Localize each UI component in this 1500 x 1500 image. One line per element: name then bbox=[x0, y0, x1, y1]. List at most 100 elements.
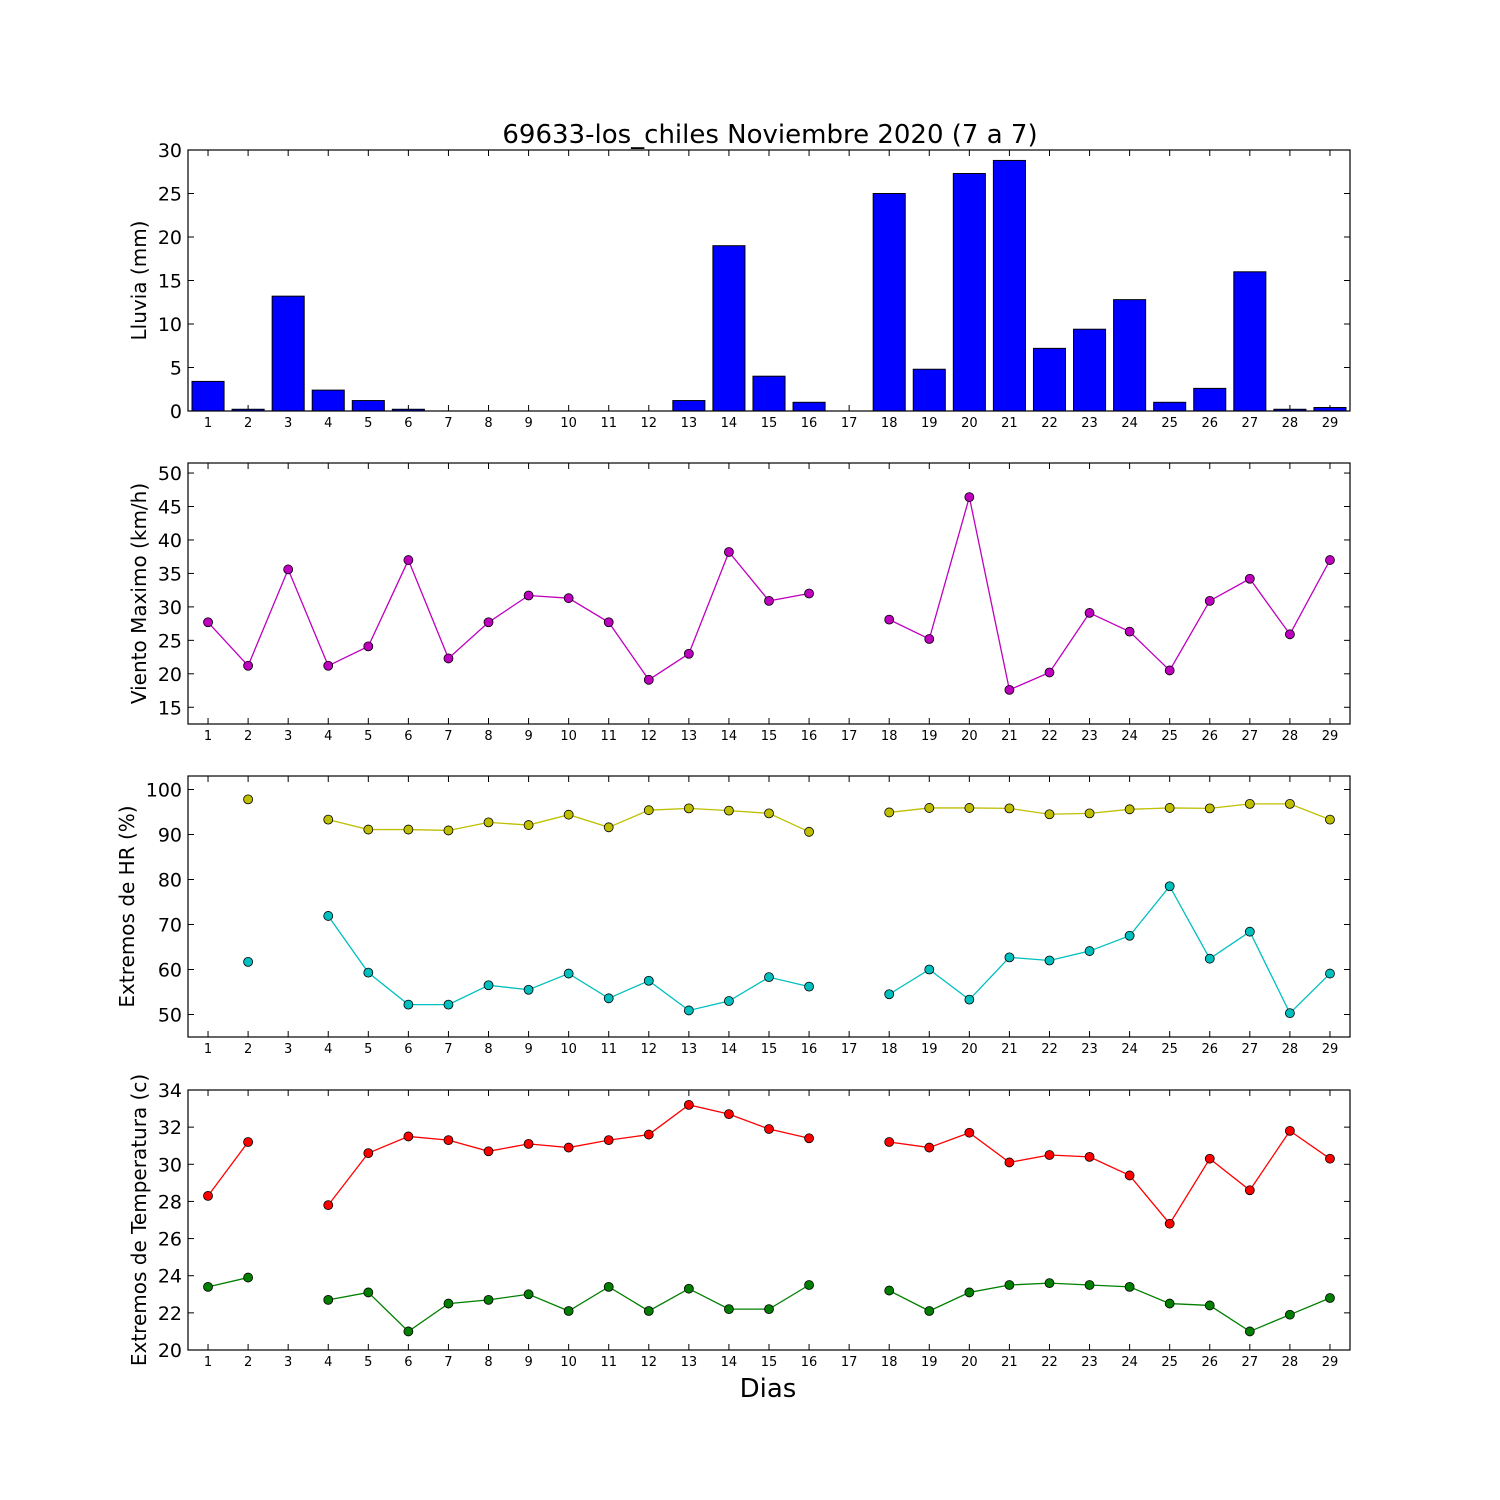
data-point bbox=[363, 1287, 374, 1298]
data-point bbox=[724, 1109, 734, 1120]
x-tick-label: 8 bbox=[484, 729, 492, 744]
x-tick-label: 15 bbox=[761, 416, 778, 431]
x-tick-label: 13 bbox=[681, 1042, 698, 1057]
y-tick-label: 20 bbox=[158, 227, 182, 249]
data-point bbox=[924, 803, 935, 813]
data-point bbox=[363, 824, 374, 835]
data-point bbox=[1084, 946, 1095, 956]
y-tick-label: 15 bbox=[158, 697, 182, 719]
x-tick-label: 11 bbox=[600, 729, 617, 744]
y-tick-label: 10 bbox=[158, 314, 182, 336]
y-tick-label: 5 bbox=[170, 358, 182, 380]
data-point bbox=[523, 590, 534, 601]
data-point bbox=[1244, 573, 1255, 584]
data-point bbox=[403, 824, 414, 835]
bar bbox=[1073, 328, 1107, 412]
x-tick-label: 24 bbox=[1121, 1355, 1138, 1370]
data-point bbox=[1124, 930, 1135, 941]
data-point bbox=[1164, 881, 1175, 892]
bar bbox=[351, 400, 385, 412]
data-point bbox=[1325, 1153, 1335, 1164]
y-tick-label: 50 bbox=[158, 463, 182, 485]
x-tick-label: 17 bbox=[841, 1355, 858, 1370]
data-point bbox=[483, 980, 494, 991]
data-point bbox=[1084, 608, 1095, 618]
data-point bbox=[243, 1272, 254, 1283]
x-tick-label: 19 bbox=[921, 416, 938, 431]
data-point bbox=[483, 617, 494, 628]
x-tick-label: 1 bbox=[204, 1355, 212, 1370]
x-tick-label: 26 bbox=[1201, 729, 1218, 744]
data-point bbox=[243, 956, 254, 967]
data-point bbox=[1124, 1281, 1135, 1292]
y-tick-label: 34 bbox=[158, 1080, 182, 1102]
x-tick-label: 23 bbox=[1081, 729, 1098, 744]
data-point bbox=[443, 999, 454, 1010]
x-tick-label: 2 bbox=[244, 729, 252, 744]
x-tick-label: 6 bbox=[404, 729, 412, 744]
data-point bbox=[1325, 814, 1335, 825]
x-tick-label: 21 bbox=[1001, 1042, 1018, 1057]
data-point bbox=[964, 492, 975, 503]
data-point bbox=[1204, 1153, 1215, 1164]
data-point bbox=[764, 595, 774, 606]
data-point bbox=[1325, 555, 1335, 565]
data-point bbox=[1004, 803, 1015, 814]
y-tick-label: 30 bbox=[158, 1154, 182, 1176]
x-tick-label: 13 bbox=[681, 729, 698, 744]
x-tick-label: 2 bbox=[244, 416, 252, 431]
data-point bbox=[203, 1281, 213, 1292]
y-tick-label: 25 bbox=[158, 630, 182, 652]
y-tick-label: 15 bbox=[158, 271, 182, 293]
x-tick-label: 8 bbox=[484, 1355, 492, 1370]
x-tick-label: 28 bbox=[1282, 729, 1299, 744]
y-tick-label: 80 bbox=[158, 870, 182, 892]
x-tick-label: 26 bbox=[1201, 1042, 1218, 1057]
x-tick-label: 11 bbox=[600, 416, 617, 431]
data-point bbox=[243, 1137, 254, 1147]
x-tick-label: 19 bbox=[921, 729, 938, 744]
y-tick-label: 28 bbox=[158, 1191, 182, 1213]
x-tick-label: 8 bbox=[484, 1042, 492, 1057]
data-point bbox=[683, 1099, 694, 1110]
x-tick-label: 27 bbox=[1242, 416, 1259, 431]
data-point bbox=[483, 1294, 494, 1305]
x-tick-label: 14 bbox=[721, 729, 738, 744]
data-point bbox=[603, 822, 614, 833]
x-tick-label: 5 bbox=[364, 416, 372, 431]
x-tick-label: 27 bbox=[1242, 1042, 1259, 1057]
data-point bbox=[1044, 955, 1055, 966]
x-axis-label: Dias bbox=[740, 1374, 797, 1404]
bar bbox=[1032, 347, 1067, 412]
x-tick-label: 7 bbox=[444, 416, 452, 431]
x-tick-label: 1 bbox=[204, 729, 212, 744]
data-point bbox=[363, 967, 374, 978]
data-point bbox=[1044, 1278, 1055, 1289]
data-point bbox=[1284, 1008, 1295, 1019]
data-point bbox=[1084, 1151, 1095, 1162]
data-point bbox=[683, 1005, 694, 1016]
axes-frame bbox=[187, 149, 1351, 412]
y-tick-label: 25 bbox=[158, 184, 182, 206]
data-point bbox=[323, 1294, 334, 1305]
data-point bbox=[884, 807, 895, 818]
data-point bbox=[884, 1137, 895, 1147]
x-tick-label: 2 bbox=[244, 1355, 252, 1370]
x-tick-label: 21 bbox=[1001, 729, 1018, 744]
x-tick-label: 9 bbox=[524, 729, 532, 744]
x-tick-label: 28 bbox=[1282, 1355, 1299, 1370]
x-tick-label: 15 bbox=[761, 1355, 778, 1370]
data-point bbox=[283, 564, 294, 575]
data-point bbox=[643, 805, 654, 816]
data-point bbox=[443, 653, 454, 664]
data-point bbox=[1244, 926, 1255, 937]
data-point bbox=[563, 809, 574, 820]
y-tick-label: 45 bbox=[158, 497, 182, 519]
data-point bbox=[243, 660, 254, 671]
data-point bbox=[924, 634, 935, 644]
data-point bbox=[563, 593, 574, 604]
x-tick-label: 25 bbox=[1161, 416, 1178, 431]
data-point bbox=[603, 617, 614, 628]
data-point bbox=[764, 972, 774, 983]
data-point bbox=[1244, 799, 1255, 809]
